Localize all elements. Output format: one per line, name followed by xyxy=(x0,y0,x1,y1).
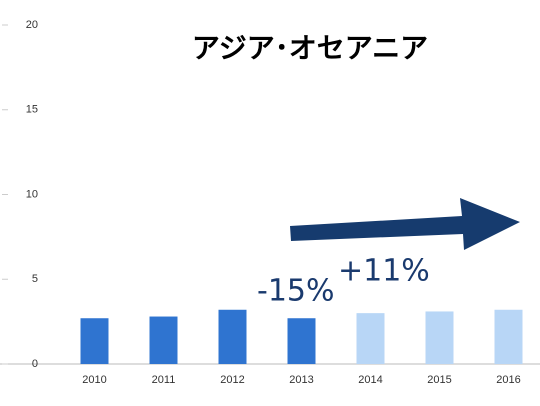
x-tick-label: 2011 xyxy=(152,374,176,386)
x-tick-label: 2012 xyxy=(220,374,244,386)
x-tick-label: 2013 xyxy=(289,374,313,386)
y-tick-label: 20 xyxy=(26,19,38,31)
chart-title: アジア･オセアニア xyxy=(192,32,428,63)
y-tick-label: 10 xyxy=(26,188,38,200)
bar xyxy=(218,309,247,364)
y-tick-label: 0 xyxy=(32,358,38,370)
annotation: +11% xyxy=(338,254,430,289)
x-tick-label: 2010 xyxy=(82,374,106,386)
bar xyxy=(80,318,109,364)
x-tick-label: 2015 xyxy=(427,374,451,386)
bar xyxy=(287,318,316,364)
annotation: -15% xyxy=(257,274,335,309)
x-tick-label: 2014 xyxy=(358,374,382,386)
y-tick-label: 15 xyxy=(26,104,38,116)
y-tick-label: 5 xyxy=(32,273,38,285)
trend-arrow xyxy=(290,198,520,250)
bar xyxy=(149,316,178,364)
bar xyxy=(494,309,523,364)
bar xyxy=(356,313,385,364)
bar xyxy=(425,311,454,364)
x-tick-label: 2016 xyxy=(496,374,520,386)
